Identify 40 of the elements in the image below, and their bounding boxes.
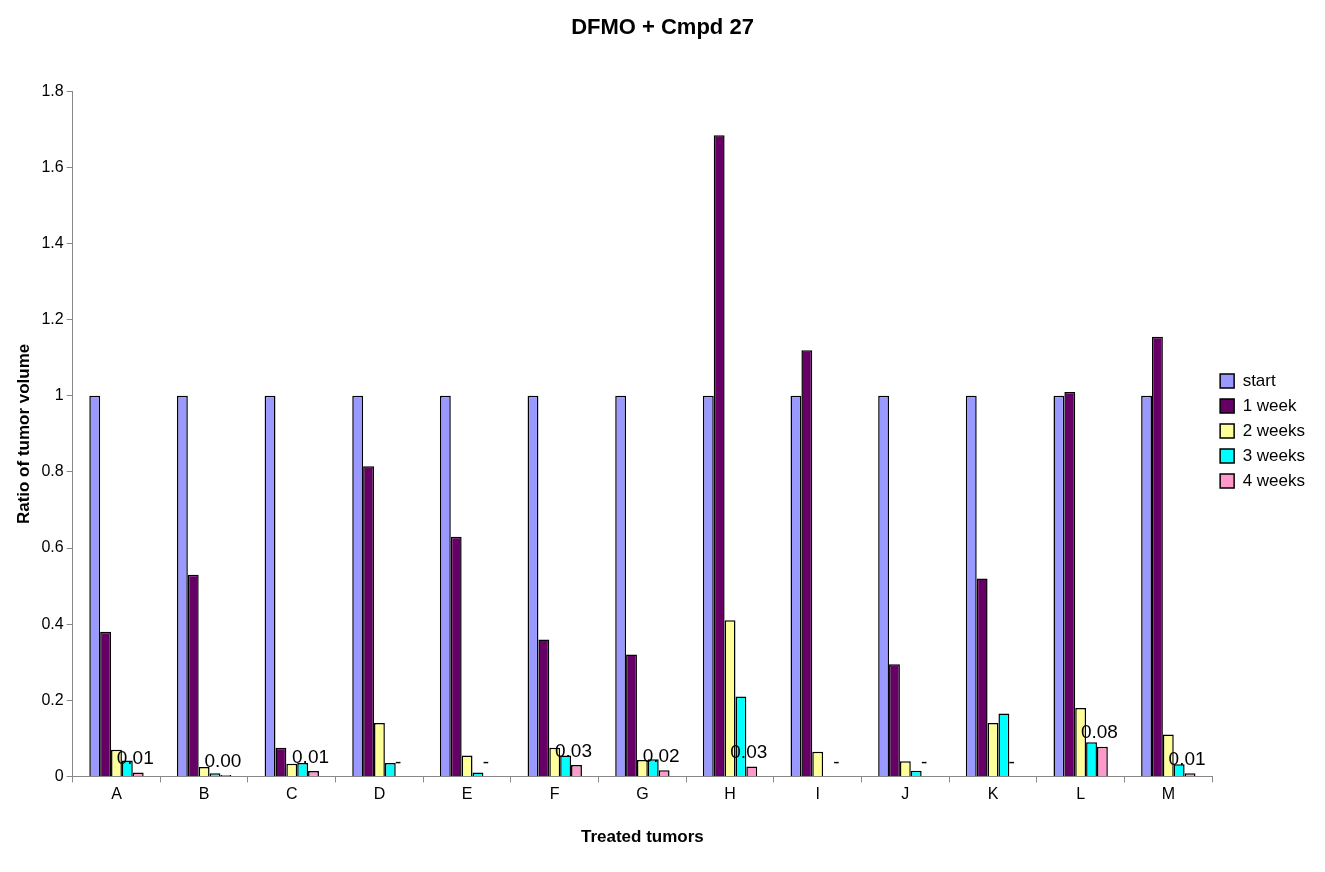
x-tick-label: A <box>111 785 123 803</box>
text: - <box>920 751 928 773</box>
x-tick-label: E <box>461 785 473 803</box>
legend-label: 2 weeks <box>1242 420 1306 440</box>
y-tick-label: 0.2 <box>41 690 64 708</box>
x-axis-title: Treated tumors <box>580 827 704 847</box>
data-label: 0.03 <box>554 739 592 761</box>
x-tick-label: J <box>901 785 910 803</box>
x-tick-label: D <box>373 785 386 803</box>
y-axis-title: Ratio of tumor volume <box>13 343 33 525</box>
data-label: 0.01 <box>292 745 330 767</box>
x-tick-label: G <box>636 785 649 803</box>
text: - <box>395 751 402 773</box>
y-tick-label: 1.4 <box>41 234 64 252</box>
text: - <box>1008 751 1015 773</box>
y-tick-label: 1.6 <box>41 157 64 175</box>
x-tick-label: K <box>987 785 999 803</box>
y-tick-label: 0.4 <box>41 614 64 632</box>
x-tick-label: B <box>198 785 210 803</box>
x-tick-label: F <box>549 785 560 803</box>
chart-title: DFMO + Cmpd 27 <box>571 14 754 40</box>
text: - <box>833 751 840 773</box>
legend-label: 3 weeks <box>1242 445 1306 465</box>
y-tick-label: 1 <box>54 386 64 404</box>
y-tick-label: 1.2 <box>41 310 64 328</box>
y-tick-label: 0 <box>54 766 64 784</box>
data-label: 0.00 <box>204 749 242 771</box>
x-tick-label: M <box>1161 785 1175 803</box>
x-tick-label: H <box>724 785 736 803</box>
x-tick-label: L <box>1076 785 1086 803</box>
y-tick-label: 0.8 <box>41 462 64 480</box>
y-tick-label: 1.8 <box>41 81 64 99</box>
legend-label: 1 week <box>1242 395 1297 415</box>
text: - <box>482 751 489 773</box>
x-tick-label: C <box>285 785 298 803</box>
legend-label: 4 weeks <box>1242 470 1306 490</box>
x-tick-label: I <box>815 785 820 803</box>
data-label: 0.02 <box>642 745 680 767</box>
y-tick-label: 0.6 <box>41 538 64 556</box>
legend-label: start <box>1242 370 1276 390</box>
